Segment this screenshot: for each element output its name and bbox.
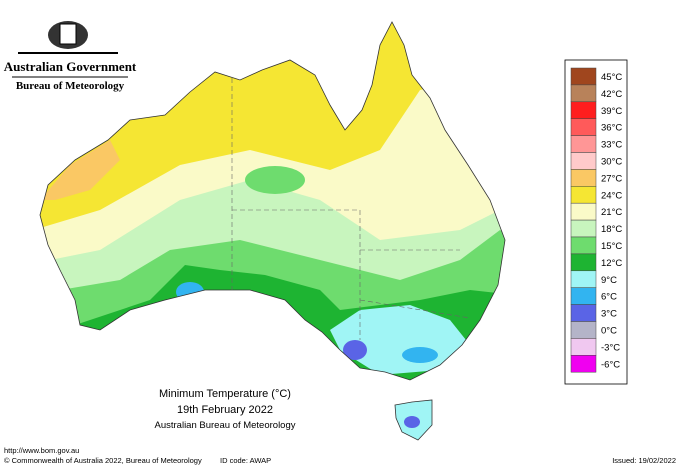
legend-swatch	[570, 304, 597, 322]
bureau: Bureau of Meteorology	[16, 80, 125, 92]
legend-swatch	[570, 253, 597, 272]
legend-label: 30°C	[601, 156, 622, 167]
legend-label: 33°C	[601, 140, 622, 151]
map-source: Australian Bureau of Meteorology	[155, 420, 296, 431]
legend-label: 9°C	[601, 275, 617, 286]
legend-swatch	[570, 186, 597, 204]
legend-swatch	[570, 84, 597, 103]
legend: 45°C 42°C 39°C 36°C 33°C 30°C 27°C 24°C 21°C 18°C…	[570, 67, 622, 373]
legend-label: 27°C	[601, 173, 622, 184]
legend-swatch	[570, 169, 597, 187]
footer-id: ID code: AWAP	[220, 456, 271, 465]
legend-swatch	[570, 321, 597, 339]
legend-swatch	[570, 287, 597, 305]
legend-swatch	[570, 270, 597, 288]
legend-swatch	[570, 338, 597, 356]
legend-label: 36°C	[601, 123, 622, 134]
legend-label: 45°C	[601, 72, 622, 83]
legend-swatch	[570, 152, 597, 170]
legend-label: -6°C	[601, 359, 620, 370]
tasmania-cold	[404, 416, 420, 428]
footer-url: http://www.bom.gov.au	[4, 446, 79, 455]
government: Australian Government	[4, 59, 137, 74]
legend-label: 24°C	[601, 190, 622, 201]
coastline	[39, 21, 506, 381]
legend-swatch	[570, 202, 597, 221]
state-borders	[231, 78, 471, 340]
legend-swatch	[570, 101, 597, 119]
legend-label: 15°C	[601, 241, 622, 252]
legend-swatch	[570, 355, 597, 373]
crest	[18, 21, 118, 54]
legend-label: 18°C	[601, 224, 622, 235]
legend-label: 21°C	[601, 207, 622, 218]
map-title: Minimum Temperature (°C)	[159, 388, 291, 400]
legend-swatch	[570, 118, 597, 136]
legend-label: 12°C	[601, 258, 622, 269]
legend-swatch	[570, 219, 597, 238]
legend-swatch	[570, 236, 597, 255]
map-date: 19th February 2022	[177, 404, 273, 416]
legend-swatch	[570, 67, 597, 86]
footer-copyright: © Commonwealth of Australia 2022, Bureau…	[4, 456, 202, 465]
legend-label: 0°C	[601, 325, 617, 336]
legend-swatch	[570, 135, 597, 153]
footer-issued: Issued: 19/02/2022	[612, 456, 676, 465]
legend-label: 39°C	[601, 106, 622, 117]
legend-label: -3°C	[601, 342, 620, 353]
legend-label: 3°C	[601, 309, 617, 320]
legend-label: 42°C	[601, 89, 622, 100]
legend-label: 6°C	[601, 292, 617, 303]
